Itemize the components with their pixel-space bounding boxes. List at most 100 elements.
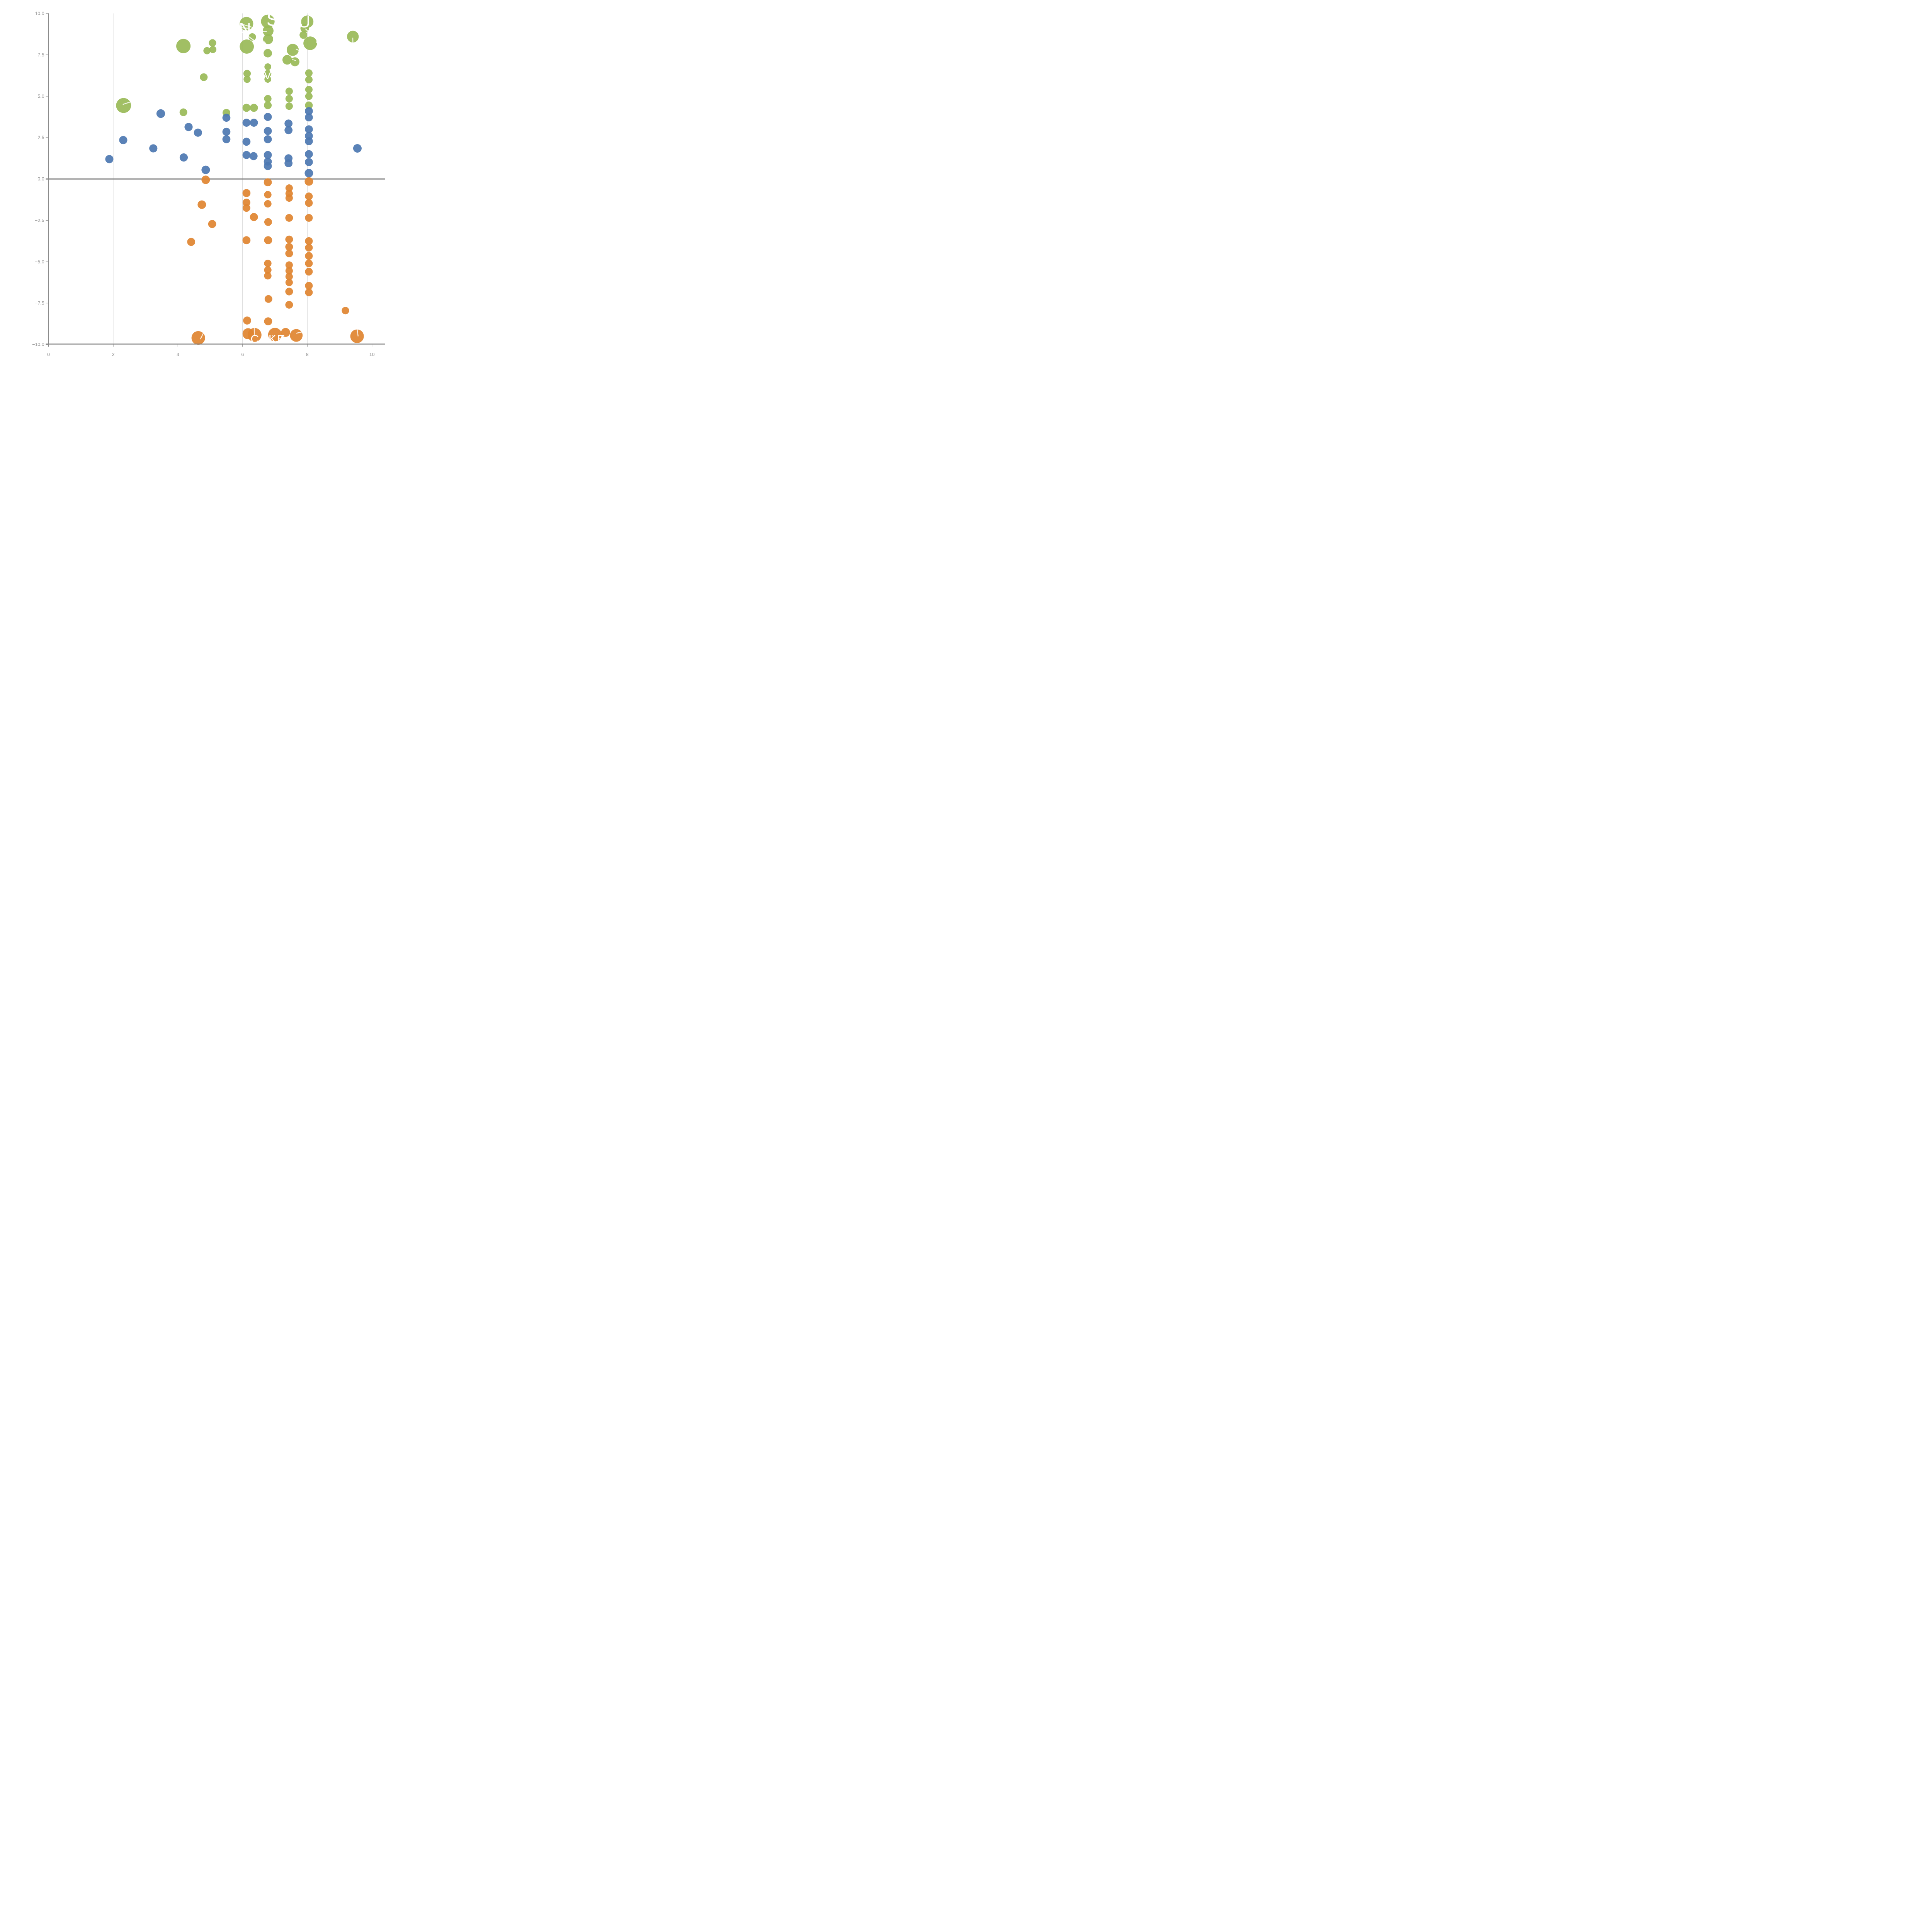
series-green bbox=[116, 14, 359, 117]
bubble bbox=[243, 316, 251, 325]
white-slash-15 bbox=[296, 331, 304, 334]
bubble bbox=[179, 108, 187, 116]
x-tick-label-10: 10 bbox=[369, 352, 375, 357]
bubble bbox=[203, 47, 211, 54]
bubble bbox=[264, 127, 272, 135]
bubble bbox=[285, 261, 293, 269]
bubble bbox=[305, 259, 313, 267]
bubble bbox=[353, 144, 362, 153]
bubble bbox=[264, 191, 272, 199]
bubble bbox=[285, 194, 293, 202]
bubble bbox=[201, 165, 210, 174]
bubble bbox=[305, 192, 313, 201]
overlay-label-0: N bbox=[239, 19, 251, 38]
bubble bbox=[285, 184, 293, 192]
y-tick-label-0: 0.0 bbox=[37, 176, 44, 182]
bubble bbox=[264, 70, 272, 77]
bubble bbox=[305, 282, 313, 290]
bubble bbox=[200, 73, 208, 81]
y-tick-label--7.5: −7.5 bbox=[35, 301, 44, 306]
bubble bbox=[264, 317, 272, 326]
bubble bbox=[242, 104, 251, 112]
bubble bbox=[305, 76, 313, 83]
bubble bbox=[304, 169, 313, 178]
bubbles bbox=[105, 14, 364, 345]
white-slash-2 bbox=[240, 30, 255, 42]
bubble bbox=[285, 249, 293, 257]
bubble bbox=[264, 113, 272, 121]
bubble bbox=[197, 200, 206, 209]
bubble bbox=[264, 218, 272, 226]
bubble bbox=[305, 101, 313, 109]
bubble bbox=[284, 159, 293, 167]
bubble bbox=[284, 119, 293, 128]
x-tick-label-6: 6 bbox=[241, 352, 244, 357]
bubble bbox=[262, 25, 274, 36]
bubble bbox=[305, 92, 313, 100]
bubble bbox=[209, 46, 216, 53]
x-tick-label-4: 4 bbox=[177, 352, 179, 357]
bubble bbox=[264, 266, 272, 274]
bubble bbox=[242, 236, 251, 245]
white-slash-17 bbox=[200, 331, 205, 340]
bubble bbox=[250, 104, 258, 112]
bubble bbox=[105, 155, 114, 163]
bubble bbox=[305, 199, 313, 207]
bubble bbox=[209, 39, 216, 47]
bubble bbox=[285, 301, 293, 309]
bubble bbox=[249, 152, 258, 160]
overlay-label-4: G bbox=[281, 64, 291, 78]
bubble bbox=[285, 102, 293, 110]
bubble-chart-canvas: N S U V G CAKE 10.0 7.5 5.0 2.5 0.0 −2.5 −5.0 −7.5 −10… bbox=[32, 9, 385, 357]
white-slash-14 bbox=[272, 335, 275, 338]
white-slash-16 bbox=[356, 328, 359, 337]
bubble bbox=[303, 36, 317, 50]
bubble bbox=[285, 267, 293, 275]
bubble bbox=[264, 63, 271, 70]
bubble bbox=[264, 76, 271, 83]
bubble bbox=[290, 57, 299, 66]
y-tick-label-7.5: 7.5 bbox=[37, 52, 44, 58]
overlay-label-2: U bbox=[298, 13, 310, 31]
overlay-label-1: S bbox=[267, 9, 279, 30]
white-slash-3 bbox=[240, 23, 252, 28]
bubble bbox=[350, 329, 364, 343]
white-slash-10 bbox=[305, 28, 313, 36]
bubble bbox=[242, 199, 250, 207]
bubble bbox=[305, 288, 313, 296]
overlay-layer: N S U V G CAKE bbox=[122, 9, 359, 344]
bubble bbox=[264, 236, 272, 245]
bubble bbox=[304, 150, 313, 158]
bubble bbox=[305, 214, 313, 222]
bubble bbox=[264, 101, 272, 109]
bubble bbox=[264, 135, 272, 143]
bubble bbox=[243, 76, 251, 83]
bubble bbox=[208, 220, 216, 228]
bubble bbox=[299, 31, 308, 39]
white-slash-4 bbox=[259, 30, 267, 32]
bubble bbox=[286, 44, 299, 56]
bubble bbox=[242, 138, 251, 146]
series-blue bbox=[105, 107, 362, 178]
bubble bbox=[304, 113, 313, 122]
bubble bbox=[285, 95, 293, 103]
bubble bbox=[149, 144, 158, 153]
bubble bbox=[222, 114, 231, 122]
white-slash-7 bbox=[292, 59, 296, 61]
bubble bbox=[285, 279, 293, 286]
bubble bbox=[304, 137, 313, 145]
bubble bbox=[347, 31, 359, 43]
bubble bbox=[305, 243, 313, 252]
white-slash-9 bbox=[315, 41, 324, 50]
bubble bbox=[250, 213, 258, 221]
bubble bbox=[179, 153, 188, 162]
bubble bbox=[240, 39, 254, 54]
y-tick-label--10: −10.0 bbox=[32, 342, 44, 347]
bubble bbox=[116, 98, 131, 113]
bubble bbox=[242, 204, 250, 212]
bubble bbox=[264, 151, 272, 159]
bubble bbox=[304, 177, 313, 186]
y-tick-label--2.5: −2.5 bbox=[35, 218, 44, 223]
bubble bbox=[285, 243, 293, 251]
bubble bbox=[342, 307, 349, 315]
